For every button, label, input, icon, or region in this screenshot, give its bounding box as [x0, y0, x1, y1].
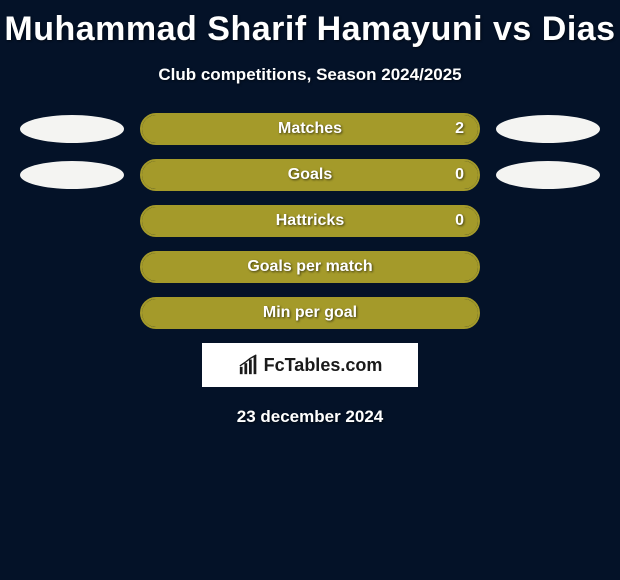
stat-bar: Matches 2 — [140, 113, 480, 145]
stat-label: Min per goal — [263, 304, 357, 322]
right-ellipse — [496, 161, 600, 189]
subtitle: Club competitions, Season 2024/2025 — [0, 65, 620, 85]
stat-row: Matches 2 — [0, 113, 620, 145]
stat-row: Goals 0 — [0, 159, 620, 191]
stat-label: Goals per match — [247, 258, 372, 276]
stat-row: Min per goal — [0, 297, 620, 329]
stat-label: Matches — [278, 120, 342, 138]
stat-value: 0 — [455, 166, 464, 184]
date-text: 23 december 2024 — [0, 407, 620, 427]
stat-value: 0 — [455, 212, 464, 230]
stat-bar: Hattricks 0 — [140, 205, 480, 237]
barchart-icon — [238, 354, 260, 376]
page-title: Muhammad Sharif Hamayuni vs Dias — [0, 0, 620, 49]
stat-value: 2 — [455, 120, 464, 138]
stat-row: Goals per match — [0, 251, 620, 283]
stat-label: Hattricks — [276, 212, 344, 230]
stat-row: Hattricks 0 — [0, 205, 620, 237]
left-ellipse — [20, 161, 124, 189]
logo: FcTables.com — [238, 354, 383, 376]
right-ellipse — [496, 115, 600, 143]
logo-box: FcTables.com — [202, 343, 418, 387]
stat-label: Goals — [288, 166, 332, 184]
stat-bar: Min per goal — [140, 297, 480, 329]
stat-rows: Matches 2 Goals 0 Hattricks 0 Goals per match M… — [0, 113, 620, 329]
stat-bar: Goals 0 — [140, 159, 480, 191]
left-ellipse — [20, 115, 124, 143]
logo-text: FcTables.com — [264, 355, 383, 376]
stat-bar: Goals per match — [140, 251, 480, 283]
